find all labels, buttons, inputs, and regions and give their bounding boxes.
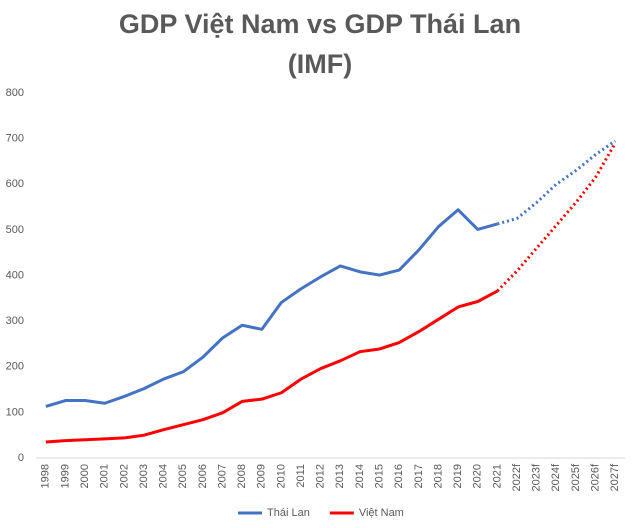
x-tick-label: 2008 bbox=[236, 464, 248, 488]
y-tick-label: 300 bbox=[6, 315, 24, 327]
x-tick-label: 2000 bbox=[79, 464, 91, 488]
x-tick-label: 2026f bbox=[589, 463, 601, 491]
x-tick-label: 2007 bbox=[216, 464, 228, 488]
x-tick-label: 2023f bbox=[531, 463, 543, 491]
y-tick-label: 700 bbox=[6, 133, 24, 145]
x-tick-label: 2022f bbox=[511, 463, 523, 491]
y-tick-label: 100 bbox=[6, 406, 24, 418]
x-tick-label: 2002 bbox=[118, 464, 130, 488]
x-tick-label: 2017 bbox=[413, 464, 425, 488]
legend-label: Việt Nam bbox=[359, 507, 404, 519]
x-tick-label: 2021 bbox=[491, 464, 503, 488]
x-tick-label: 1998 bbox=[40, 464, 52, 488]
y-tick-label: 400 bbox=[6, 269, 24, 281]
x-tick-label: 2006 bbox=[197, 464, 209, 488]
x-tick-label: 1999 bbox=[59, 464, 71, 488]
y-tick-label: 800 bbox=[6, 87, 24, 99]
legend-label: Thái Lan bbox=[267, 507, 310, 519]
y-tick-label: 0 bbox=[18, 452, 24, 464]
chart-title: GDP Việt Nam vs GDP Thái Lan (IMF) bbox=[118, 9, 522, 79]
x-tick-label: 2018 bbox=[432, 464, 444, 488]
series-forecast-line bbox=[496, 139, 617, 226]
x-tick-label: 2024f bbox=[550, 463, 562, 491]
x-tick-label: 2001 bbox=[99, 464, 111, 488]
x-tick-label: 2010 bbox=[275, 464, 287, 488]
x-tick-label: 2020 bbox=[472, 464, 484, 488]
x-tick-label: 2019 bbox=[452, 464, 464, 488]
y-tick-label: 600 bbox=[6, 178, 24, 190]
series-line bbox=[45, 289, 499, 444]
series-line bbox=[45, 208, 498, 408]
x-tick-label: 2012 bbox=[315, 464, 327, 488]
y-tick-label: 500 bbox=[6, 224, 24, 236]
x-tick-label: 2004 bbox=[158, 464, 170, 488]
y-tick-label: 200 bbox=[6, 361, 24, 373]
x-tick-label: 2003 bbox=[138, 464, 150, 488]
x-tick-label: 2013 bbox=[334, 464, 346, 488]
x-tick-label: 2009 bbox=[256, 464, 268, 488]
x-tick-label: 2027f bbox=[609, 463, 621, 491]
x-tick-label: 2015 bbox=[373, 464, 385, 488]
x-tick-label: 2025f bbox=[570, 463, 582, 491]
x-tick-label: 2005 bbox=[177, 464, 189, 488]
x-tick-label: 2014 bbox=[354, 464, 366, 488]
series-forecast-line bbox=[496, 142, 617, 293]
x-tick-label: 2016 bbox=[393, 464, 405, 488]
x-tick-label: 2011 bbox=[295, 464, 307, 488]
